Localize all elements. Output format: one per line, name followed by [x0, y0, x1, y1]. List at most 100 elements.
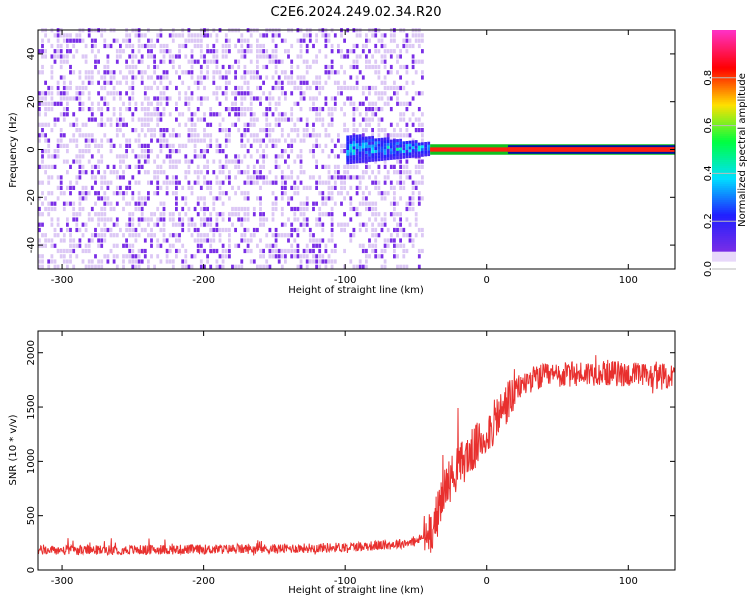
heatmap-cell: [368, 136, 371, 140]
heatmap-cell: [355, 146, 359, 149]
colorbar-cell: [712, 71, 736, 75]
heatmap-cell: [290, 196, 294, 201]
heatmap-cell: [380, 217, 384, 222]
heatmap-cell: [224, 175, 228, 180]
heatmap-cell: [399, 238, 402, 243]
heatmap-cell: [209, 217, 213, 222]
heatmap-cell: [305, 59, 309, 64]
heatmap-cell: [290, 107, 294, 112]
heatmap-cell: [122, 170, 125, 175]
heatmap-cell: [246, 38, 250, 43]
heatmap-cell: [249, 133, 253, 138]
heatmap-cell: [150, 212, 153, 217]
x-tick-label: -200: [192, 576, 215, 587]
heatmap-cell: [94, 38, 97, 43]
heatmap-cell: [53, 227, 57, 233]
heatmap-cell: [137, 154, 141, 159]
heatmap-cell: [187, 138, 191, 143]
heatmap-cell: [41, 43, 44, 49]
heatmap-cell: [218, 238, 222, 243]
heatmap-cell: [256, 117, 259, 122]
heatmap-cell: [53, 201, 57, 206]
heatmap-cell: [246, 85, 250, 91]
heatmap-cell: [106, 101, 110, 106]
heatmap-cell: [327, 180, 331, 185]
heatmap-cell: [156, 222, 160, 227]
heatmap-cell: [97, 259, 100, 264]
heatmap-cell: [290, 75, 294, 80]
heatmap-cell: [81, 196, 85, 201]
x-tick-label: 0: [484, 275, 490, 286]
heatmap-cell: [171, 217, 175, 222]
heatmap-cell: [153, 191, 156, 196]
heatmap-cell: [103, 227, 107, 233]
heatmap-cell: [293, 238, 297, 243]
heatmap-cell: [302, 217, 306, 222]
heatmap-cell: [38, 196, 41, 201]
heatmap-cell: [84, 222, 88, 227]
heatmap-cell: [402, 144, 406, 148]
heatmap-cell: [231, 101, 234, 106]
heatmap-cell: [246, 243, 250, 248]
y-tick-label: 1500: [26, 394, 37, 419]
heatmap-cell: [59, 91, 63, 96]
heatmap-cell: [330, 238, 334, 243]
heatmap-cell: [421, 164, 424, 169]
heatmap-cell: [156, 191, 160, 196]
heatmap-cell: [199, 101, 203, 106]
heatmap-cell: [355, 107, 359, 112]
heatmap-cell: [59, 227, 63, 233]
heatmap-cell: [56, 149, 60, 154]
heatmap-cell: [66, 43, 69, 49]
colorbar-cell: [712, 51, 736, 55]
heatmap-cell: [427, 153, 431, 157]
colorbar-cell: [712, 223, 736, 226]
heatmap-cell: [218, 233, 222, 238]
heatmap-cell: [59, 248, 63, 254]
heatmap-cell: [240, 238, 244, 243]
heatmap-cell: [72, 201, 76, 206]
heatmap-cell: [358, 243, 362, 248]
heatmap-cell: [41, 128, 44, 133]
heatmap-cell: [109, 248, 113, 254]
heatmap-cell: [327, 133, 331, 138]
heatmap-cell: [411, 54, 415, 59]
colorbar-cell: [712, 173, 736, 176]
heatmap-cell: [199, 233, 203, 238]
heatmap-cell: [383, 43, 387, 49]
heatmap-cell: [147, 180, 150, 185]
heatmap-cell: [109, 180, 113, 185]
heatmap-cell: [368, 147, 371, 151]
heatmap-cell: [97, 238, 100, 243]
heatmap-cell: [178, 217, 181, 222]
heatmap-cell: [196, 96, 200, 101]
heatmap-cell: [38, 49, 41, 54]
heatmap-cell: [153, 107, 156, 112]
heatmap-cell: [171, 191, 175, 196]
heatmap-cell: [231, 212, 234, 217]
heatmap-cell: [318, 248, 322, 254]
heatmap-cell: [103, 43, 107, 49]
heatmap-cell: [365, 117, 368, 122]
heatmap-cell: [402, 254, 406, 259]
heatmap-cell: [371, 158, 374, 162]
heatmap-cell: [252, 117, 256, 122]
heatmap-cell: [262, 175, 265, 180]
heatmap-cell: [349, 138, 353, 142]
heatmap-cell: [72, 70, 76, 75]
heatmap-cell: [131, 75, 135, 80]
heatmap-cell: [414, 142, 418, 146]
heatmap-cell: [59, 185, 63, 190]
heatmap-cell: [153, 96, 156, 101]
heatmap-cell: [355, 206, 359, 212]
heatmap-cell: [293, 212, 297, 217]
heatmap-cell: [184, 196, 188, 201]
heatmap-cell: [265, 243, 269, 248]
heatmap-cell: [175, 206, 178, 212]
heatmap-cell: [271, 143, 275, 148]
heatmap-cell: [277, 59, 281, 64]
heatmap-cell: [41, 254, 44, 259]
heatmap-cell: [44, 196, 47, 201]
heatmap-cell: [150, 149, 153, 154]
heatmap-cell: [215, 33, 219, 38]
